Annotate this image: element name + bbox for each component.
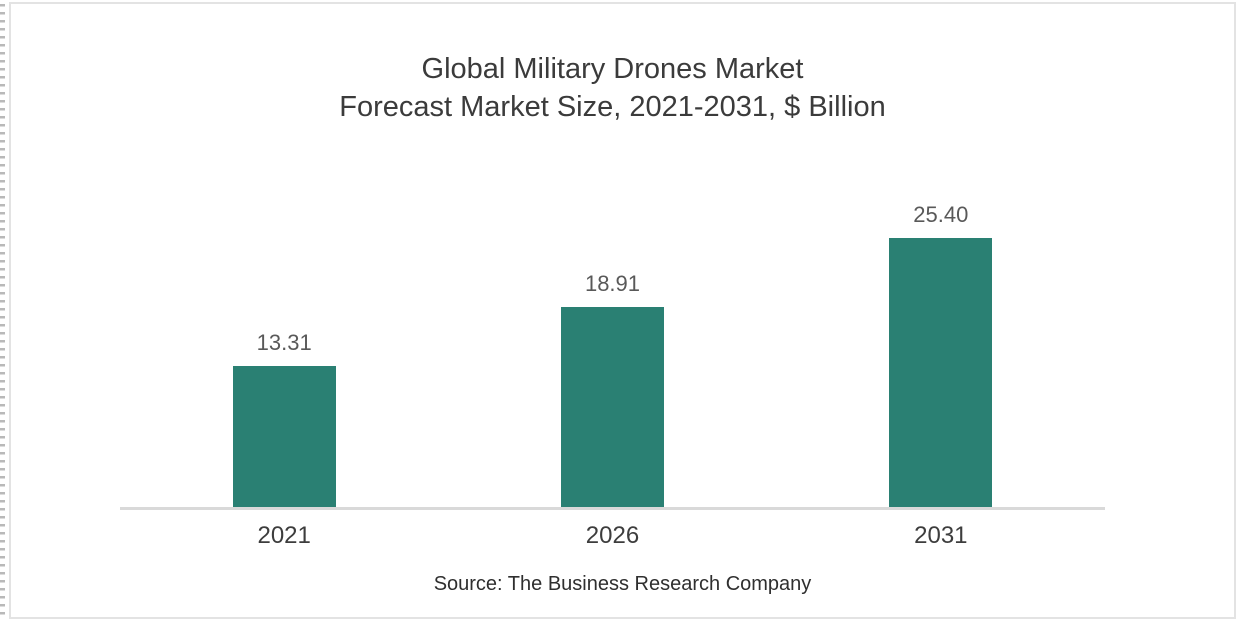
- bar-group-2031: 25.40: [777, 165, 1105, 507]
- bar-2021: [232, 366, 336, 507]
- bar-group-2026: 18.91: [448, 165, 776, 507]
- x-tick-2026: 2026: [585, 522, 640, 549]
- bar-2026: [560, 307, 664, 507]
- chart-card: Global Military Drones Market Forecast M…: [9, 2, 1236, 619]
- bar-value-label-2026: 18.91: [584, 271, 641, 296]
- x-tick-2021: 2021: [257, 522, 311, 549]
- chart-title-block: Global Military Drones Market Forecast M…: [120, 50, 1105, 126]
- bar-value-label-2021: 13.31: [256, 330, 312, 355]
- source-note: Source: The Business Research Company: [433, 573, 812, 595]
- bar-value-label-2031: 25.40: [913, 202, 969, 227]
- chart-title: Global Military Drones Market: [421, 53, 804, 85]
- bar-group-2021: 13.31: [120, 165, 448, 507]
- left-perforation-edge: [0, 4, 5, 616]
- x-tick-2031: 2031: [914, 522, 968, 549]
- x-axis-labels: 2021 2026 2031: [120, 522, 1105, 550]
- chart-subtitle: Forecast Market Size, 2021-2031, $ Billi…: [339, 91, 886, 123]
- bar-2031: [889, 238, 993, 507]
- plot-area: 13.31 18.91 25.40: [120, 165, 1105, 510]
